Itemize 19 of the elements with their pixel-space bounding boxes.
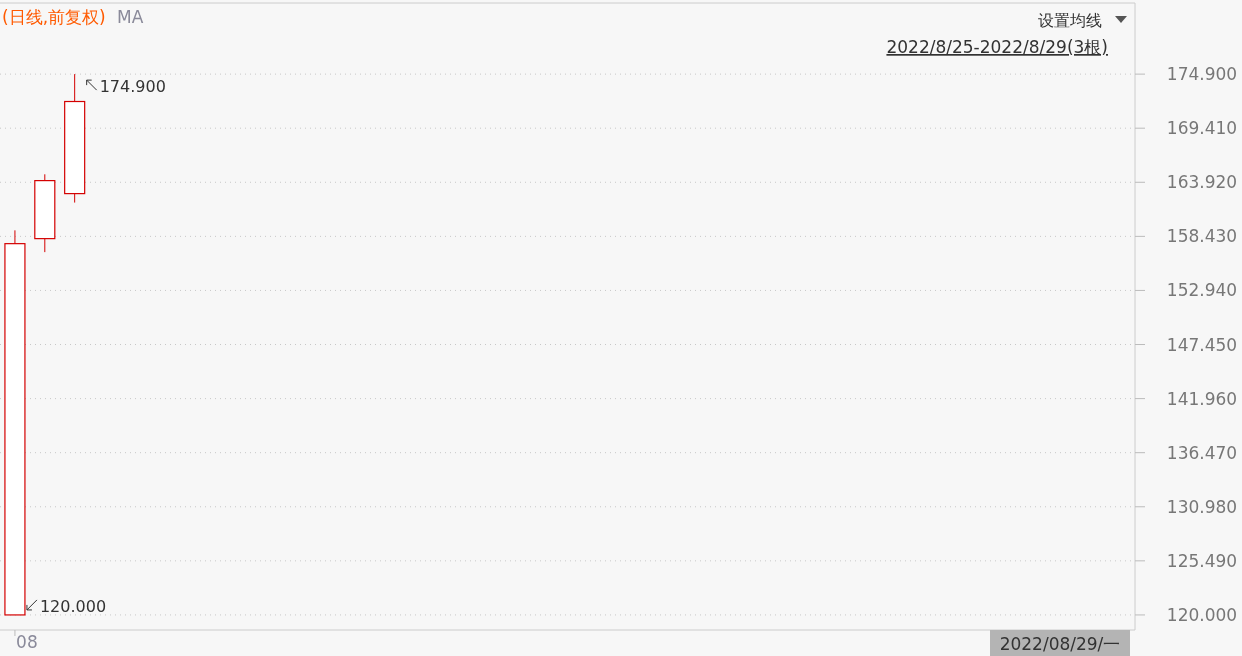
y-tick-label: 125.490 (1166, 550, 1238, 571)
annotation: 设置均线 (1038, 11, 1102, 30)
y-tick-label: 158.430 (1166, 226, 1238, 247)
y-tick-label: 136.470 (1166, 442, 1238, 463)
chart-title: (日线,前复权) (2, 7, 106, 27)
y-tick-label: 163.920 (1166, 172, 1238, 193)
annotation: 2022/8/25-2022/8/29(3根) (886, 37, 1108, 57)
y-tick-label: 120.000 (1166, 604, 1238, 625)
y-tick-label: 130.980 (1166, 496, 1238, 517)
annotation: 174.900 (99, 77, 166, 97)
y-tick-label: 147.450 (1166, 334, 1238, 355)
y-tick-label: 174.900 (1166, 64, 1238, 85)
text: 2022/08/29/一 (999, 634, 1121, 654)
chart-subtitle: MA (117, 7, 144, 27)
annotation: 120.000 (39, 596, 107, 616)
y-tick-label: 141.960 (1166, 388, 1238, 409)
y-tick-label: 152.940 (1166, 280, 1238, 301)
x-tick-label: 08 (16, 632, 38, 652)
y-tick-label: 169.410 (1166, 118, 1238, 139)
